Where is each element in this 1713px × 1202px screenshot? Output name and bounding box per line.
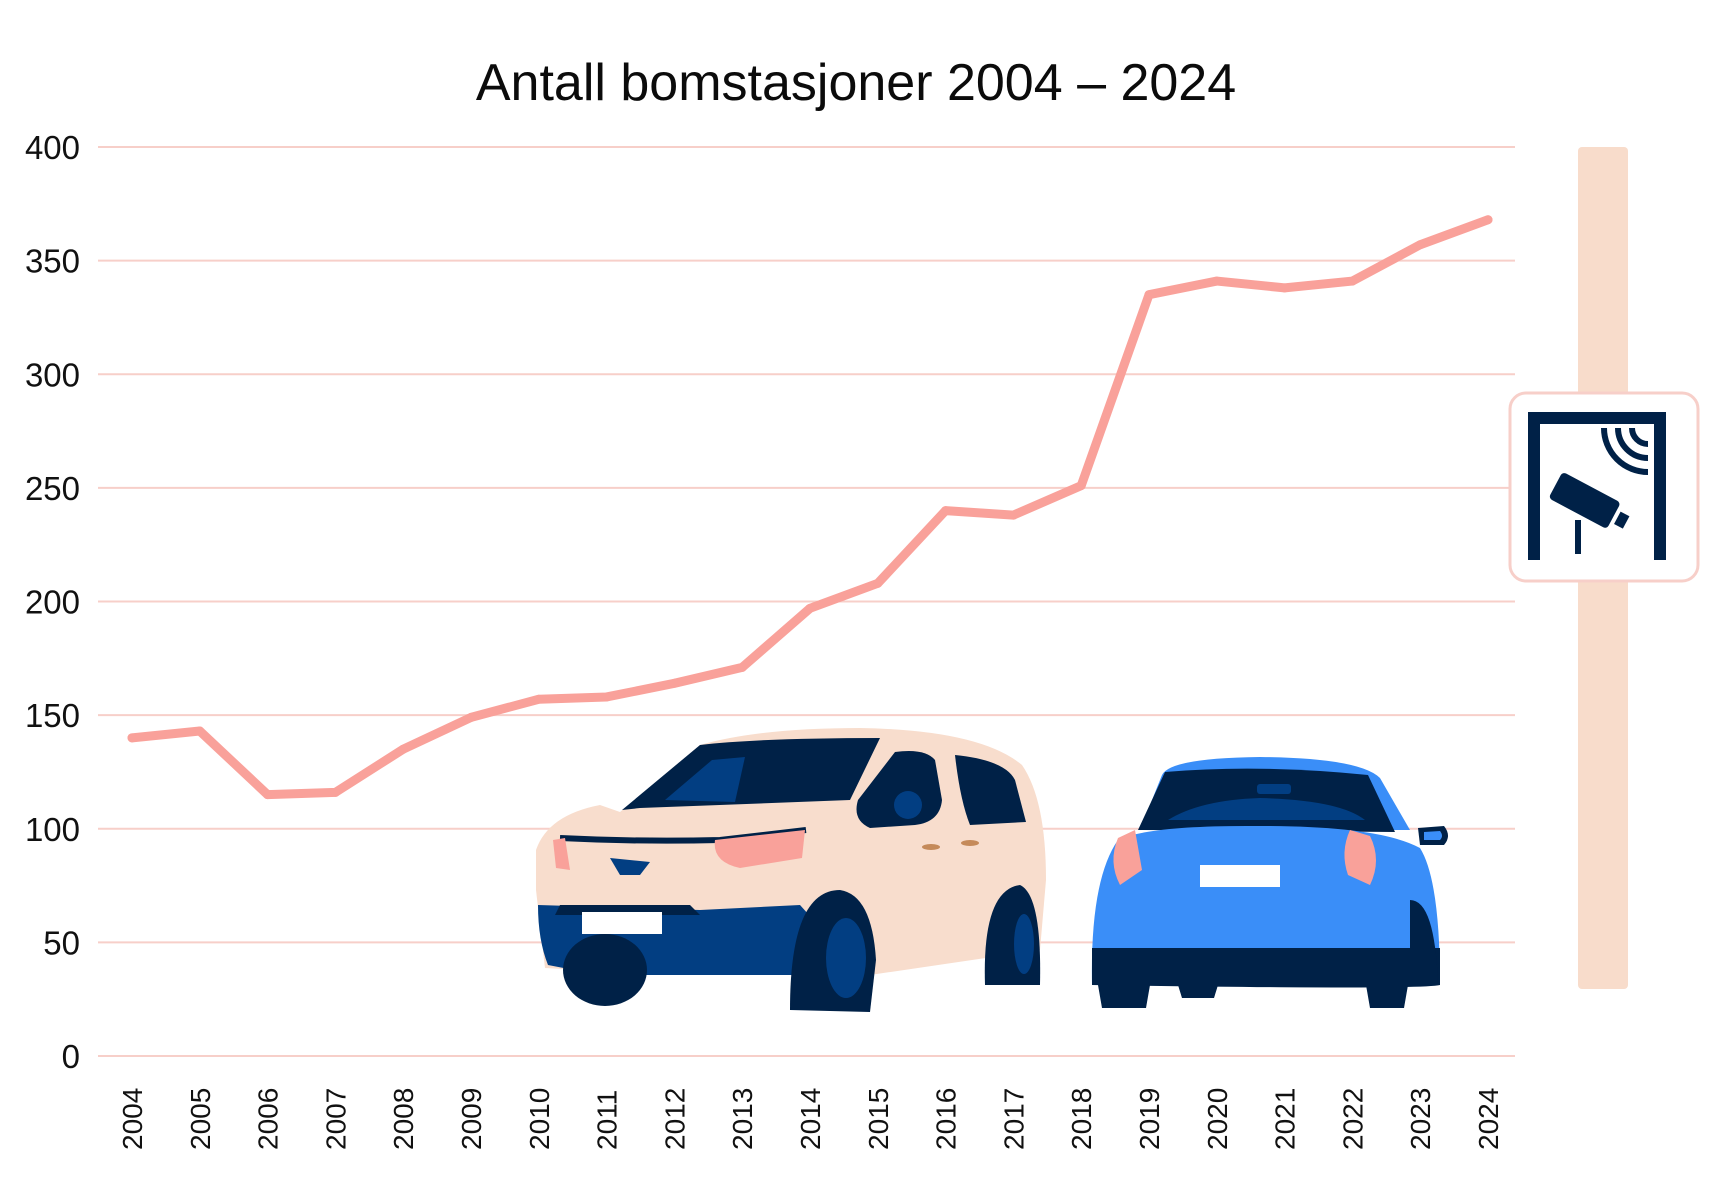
sign-plate	[1508, 391, 1700, 583]
car-wheel-left	[1098, 985, 1150, 1008]
car-license-plate	[1200, 865, 1280, 887]
data-point	[669, 678, 679, 688]
y-tick-label: 300	[25, 356, 80, 393]
x-tick-label: 2011	[592, 1090, 623, 1150]
van-side-window-rear	[955, 755, 1026, 825]
grid-lines	[98, 146, 1515, 1057]
car-rear-window-inner	[1168, 798, 1365, 820]
van-illustration	[536, 728, 1046, 1012]
x-tick-label: 2016	[931, 1088, 962, 1150]
y-tick-label: 100	[25, 811, 80, 848]
van-license-plate	[582, 912, 662, 934]
y-tick-label: 50	[43, 924, 80, 961]
x-tick-label: 2019	[1134, 1088, 1165, 1150]
car-side-mirror-glass	[1424, 831, 1442, 840]
data-point	[737, 662, 747, 672]
data-point	[1347, 276, 1357, 286]
x-tick-label: 2008	[388, 1088, 419, 1150]
data-point	[330, 787, 340, 797]
y-tick-label: 250	[25, 470, 80, 507]
van-windshield-glare	[665, 757, 745, 802]
car-wheel-right	[1366, 985, 1408, 1008]
x-tick-label: 2023	[1405, 1088, 1436, 1150]
y-tick-label: 0	[62, 1038, 80, 1075]
data-point	[805, 603, 815, 613]
chart-title: Antall bomstasjoner 2004 – 2024	[476, 54, 1236, 112]
y-tick-label: 400	[25, 129, 80, 166]
x-tick-label: 2004	[117, 1088, 148, 1150]
x-tick-label: 2017	[998, 1088, 1029, 1150]
y-axis-ticks: 0 50 100 150 200 250 300 350 400	[25, 129, 80, 1075]
data-point	[1008, 510, 1018, 520]
van-door-handle-2	[961, 840, 979, 846]
y-tick-label: 150	[25, 697, 80, 734]
data-point	[195, 726, 205, 736]
x-tick-label: 2007	[320, 1088, 351, 1150]
camera-mount	[1575, 520, 1581, 554]
car-bumper	[1092, 948, 1440, 988]
x-tick-label: 2006	[253, 1088, 284, 1150]
data-point	[1280, 283, 1290, 293]
series-line	[127, 215, 1493, 800]
van-headlight-right	[714, 830, 805, 868]
data-point	[263, 790, 273, 800]
van-grille	[610, 858, 650, 875]
camera-icon	[1549, 473, 1630, 529]
data-point	[466, 712, 476, 722]
x-tick-label: 2020	[1202, 1088, 1233, 1150]
data-point	[1483, 215, 1493, 225]
van-wheel-rear	[826, 918, 866, 998]
x-tick-label: 2012	[659, 1088, 690, 1150]
data-point	[398, 744, 408, 754]
car-brake-light-top	[1257, 784, 1291, 794]
van-wheel-far-hub	[1014, 914, 1034, 974]
data-point	[873, 578, 883, 588]
x-axis-ticks: 2004 2005 2006 2007 2008 2009 2010 2011 2012 2013…	[117, 1088, 1504, 1150]
y-tick-label: 200	[25, 584, 80, 621]
series-line-path	[127, 215, 1493, 800]
x-tick-label: 2005	[185, 1088, 216, 1150]
data-point	[602, 692, 612, 702]
data-point	[1144, 290, 1154, 300]
toll-camera-sign-icon	[1508, 147, 1700, 989]
data-point	[1076, 481, 1086, 491]
y-tick-label: 350	[25, 243, 80, 280]
data-point	[941, 506, 951, 516]
van-door-handle-1	[922, 844, 940, 850]
van-headlight-left	[553, 838, 570, 870]
van-hood-line	[559, 827, 807, 844]
x-tick-label: 2022	[1337, 1088, 1368, 1150]
van-windshield	[622, 738, 880, 810]
x-tick-label: 2021	[1270, 1088, 1301, 1150]
x-tick-label: 2024	[1473, 1088, 1504, 1150]
car-taillight-right	[1344, 830, 1376, 885]
data-point	[1415, 240, 1425, 250]
van-wheel-front	[563, 934, 647, 1006]
x-tick-label: 2015	[863, 1088, 894, 1150]
signal-waves-icon	[1601, 427, 1649, 475]
x-tick-label: 2014	[795, 1088, 826, 1150]
x-tick-label: 2009	[456, 1088, 487, 1150]
data-point	[534, 694, 544, 704]
car-illustration	[1091, 757, 1448, 1008]
van-mirror	[894, 791, 922, 819]
x-tick-label: 2018	[1066, 1088, 1097, 1150]
car-taillight-left	[1113, 830, 1142, 885]
x-tick-label: 2013	[727, 1088, 758, 1150]
data-point	[127, 733, 137, 743]
car-wheel-far	[1410, 900, 1438, 985]
x-tick-label: 2010	[524, 1088, 555, 1150]
data-point	[1212, 276, 1222, 286]
car-exhaust	[1178, 985, 1218, 998]
